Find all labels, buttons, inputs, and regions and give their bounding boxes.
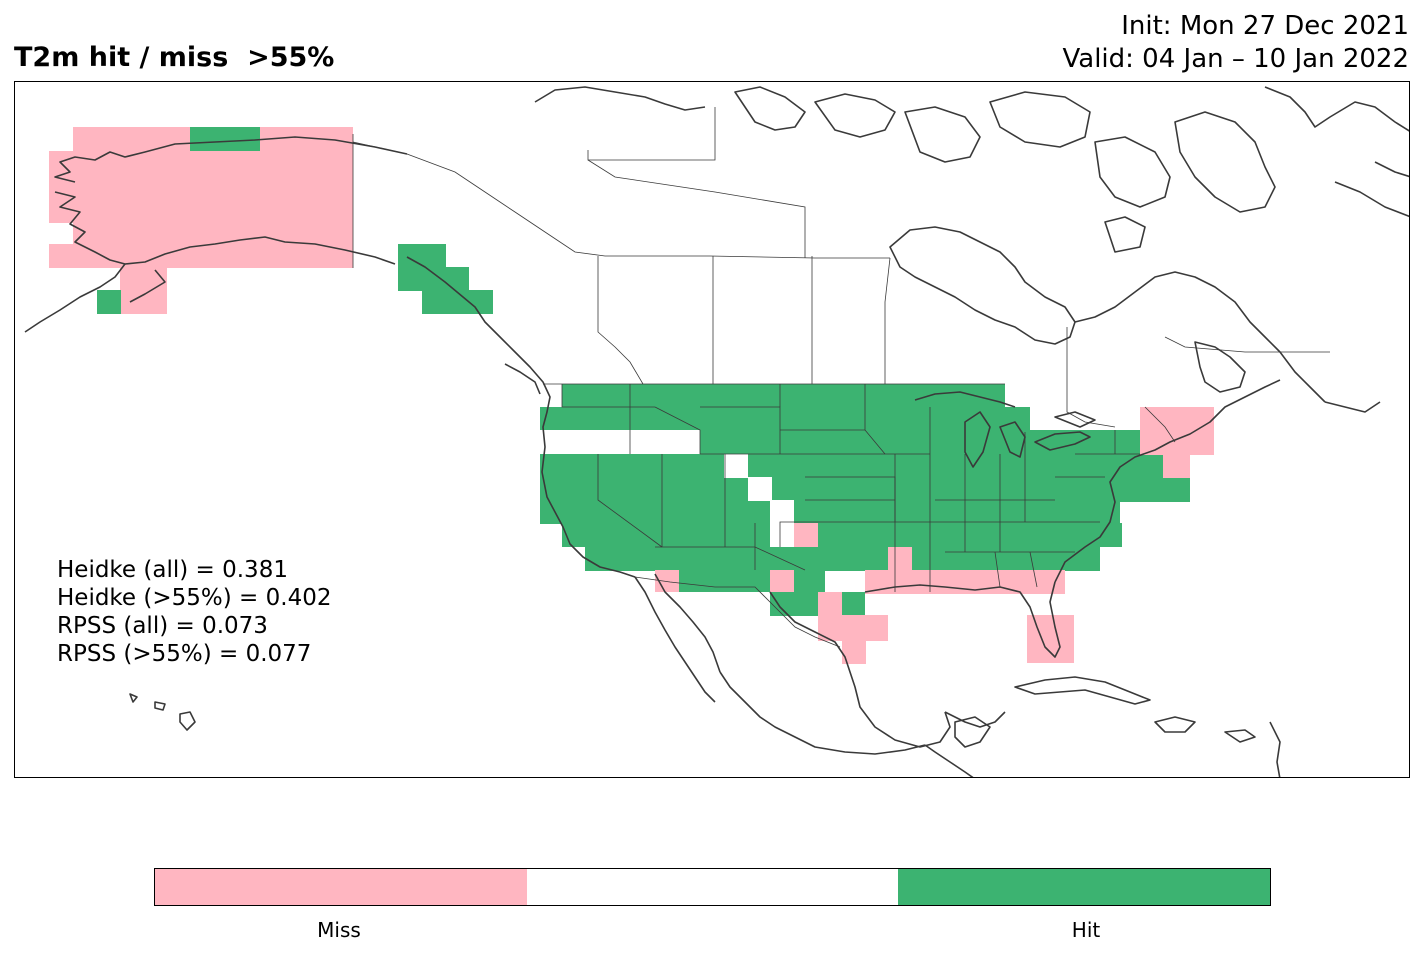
- borders: [352, 107, 1330, 648]
- map-canvas: [24, 86, 1409, 777]
- heidke-all: Heidke (all) = 0.381: [57, 557, 288, 583]
- rpss-all: RPSS (all) = 0.073: [57, 613, 268, 639]
- map-panel: [14, 81, 1410, 778]
- colorbar-label-miss: Miss: [317, 918, 361, 942]
- skill-scores: Heidke (all) = 0.381 Heidke (>55%) = 0.4…: [57, 556, 331, 668]
- alaska-grid: [49, 127, 353, 314]
- coastlines: [24, 86, 1409, 777]
- init-date: Init: Mon 27 Dec 2021: [1121, 11, 1409, 41]
- forecast-dates: Init: Mon 27 Dec 2021 Valid: 04 Jan – 10…: [1063, 10, 1410, 76]
- bc-coast-grid: [398, 244, 493, 314]
- map-title: T2m hit / miss >55%: [14, 42, 335, 73]
- colorbar-neutral: [526, 869, 899, 905]
- rpss-55: RPSS (>55%) = 0.077: [57, 641, 312, 667]
- heidke-55: Heidke (>55%) = 0.402: [57, 585, 332, 611]
- colorbar-miss: [155, 869, 527, 905]
- colorbar-hit: [898, 869, 1271, 905]
- colorbar-label-hit: Hit: [1071, 918, 1101, 942]
- conus-grid: [540, 384, 1214, 664]
- colorbar: [154, 868, 1271, 906]
- valid-date: Valid: 04 Jan – 10 Jan 2022: [1062, 44, 1410, 74]
